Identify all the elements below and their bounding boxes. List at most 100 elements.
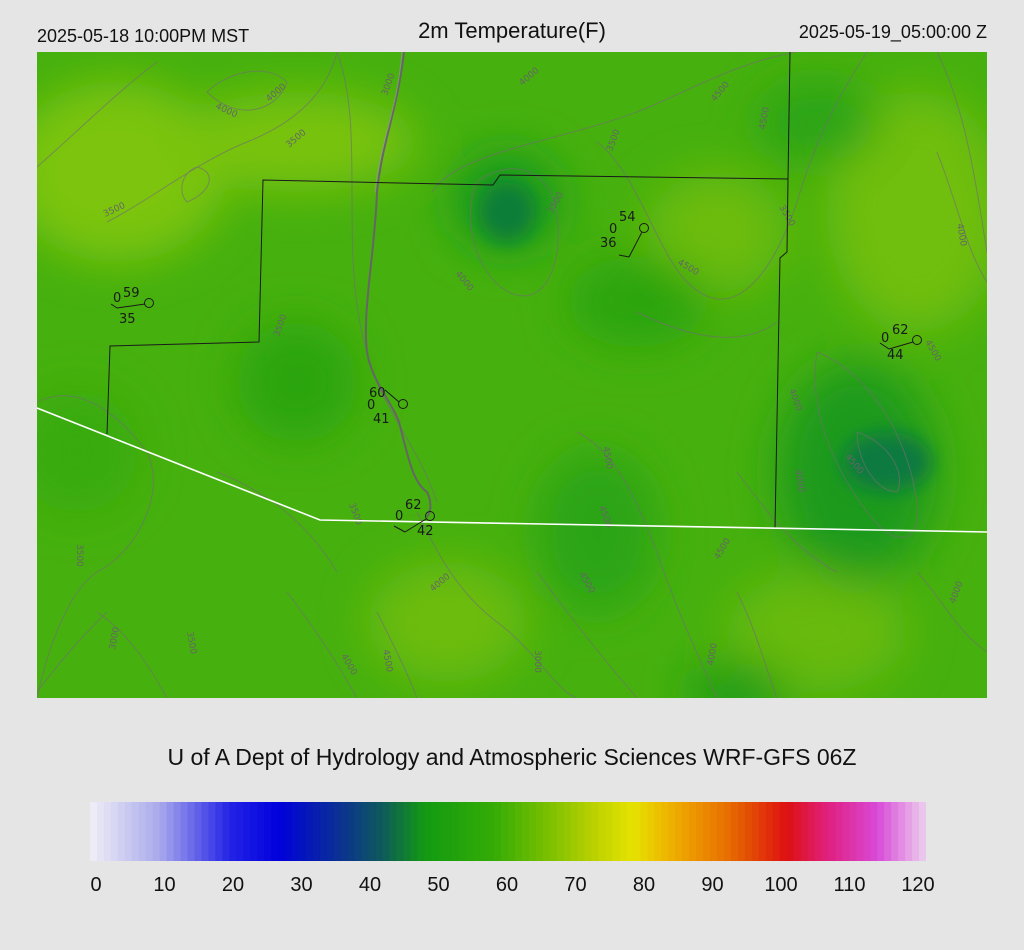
colorbar-swatch: [438, 802, 446, 861]
colorbar-tick-label: 80: [632, 874, 656, 896]
colorbar-swatch: [117, 802, 126, 861]
temperature-shading: [37, 82, 987, 698]
colorbar-swatch: [424, 802, 432, 861]
colorbar-tick-label: 0: [90, 874, 102, 896]
colorbar-swatch: [417, 802, 425, 861]
colorbar-swatch: [891, 802, 899, 861]
station-dewpoint: 44: [887, 348, 904, 363]
colorbar-swatch: [717, 802, 725, 861]
colorbar-swatch: [299, 802, 307, 861]
station-temp: 62: [405, 498, 422, 513]
colorbar-swatch: [194, 802, 203, 861]
colorbar-swatch: [668, 802, 676, 861]
colorbar-swatch: [180, 802, 189, 861]
border-line: [37, 407, 987, 533]
colorbar-swatch: [563, 802, 572, 861]
colorbar-swatch: [758, 802, 767, 861]
elevation-label: 4500: [758, 106, 772, 131]
station-plot: 60 0 41: [367, 386, 408, 427]
colorbar-swatch: [382, 802, 391, 861]
colorbar-swatch: [786, 802, 795, 861]
colorbar-swatch: [877, 802, 885, 861]
colorbar-swatch: [828, 802, 837, 861]
colorbar-swatch: [229, 802, 237, 861]
colorbar-swatch: [605, 802, 614, 861]
station-wind: 0: [367, 398, 375, 413]
colorbar-swatch: [145, 802, 154, 861]
colorbar-swatch: [842, 802, 850, 861]
colorbar-swatch: [431, 802, 439, 861]
colorbar-swatch: [591, 802, 600, 861]
colorbar-swatch: [640, 802, 648, 861]
colorbar-swatch: [765, 802, 774, 861]
colorbar-tick-label: 100: [764, 874, 798, 896]
colorbar-swatch: [375, 802, 384, 861]
elevation-label: 3500: [184, 631, 198, 656]
colorbar-swatch: [403, 802, 412, 861]
colorbar-swatch: [187, 802, 196, 861]
colorbar-swatch: [243, 802, 251, 861]
station-dewpoint: 42: [417, 524, 434, 539]
colorbar-swatch: [271, 802, 279, 861]
colorbar-swatch: [807, 802, 816, 861]
temperature-colorbar: [90, 802, 926, 861]
colorbar-swatch: [696, 802, 704, 861]
county-boundary-north: [787, 52, 791, 180]
colorbar-swatch: [215, 802, 223, 861]
station-dewpoint: 41: [373, 412, 390, 427]
colorbar-swatch: [208, 802, 216, 861]
colorbar-swatch: [410, 802, 419, 861]
colorbar-swatch: [124, 802, 133, 861]
colorbar-swatch: [821, 802, 830, 861]
colorbar-swatch: [542, 802, 551, 861]
station-temp: 59: [123, 286, 140, 301]
colorbar-swatch: [912, 802, 920, 861]
colorbar-tick-label: 10: [153, 874, 176, 896]
colorbar-swatch: [508, 802, 516, 861]
colorbar-swatch: [347, 802, 356, 861]
station-plot: 62 0 42: [393, 498, 435, 539]
colorbar-swatch: [159, 802, 168, 861]
elevation-label: 4000: [706, 642, 720, 667]
colorbar-swatch: [919, 802, 926, 861]
colorbar-swatch: [354, 802, 363, 861]
colorbar-swatch: [389, 802, 398, 861]
colorbar-swatch: [535, 802, 544, 861]
colorbar-swatch: [661, 802, 669, 861]
station-plots: 59 0 35 54 0 36 62 0 44: [110, 210, 922, 539]
highway: [364, 52, 432, 518]
colorbar-gradient: [90, 802, 926, 861]
station-wind: 0: [113, 291, 121, 306]
colorbar-swatch: [737, 802, 746, 861]
colorbar-swatch: [654, 802, 662, 861]
colorbar-swatch: [487, 802, 495, 861]
temperature-map: 4000 4000 3500 3000 4000 4500 3500 3500 …: [37, 52, 987, 698]
colorbar-swatch: [772, 802, 781, 861]
station-wind: 0: [395, 509, 403, 524]
colorbar-swatch: [312, 802, 321, 861]
elevation-label: 4000: [792, 469, 806, 494]
colorbar-swatch: [292, 802, 300, 861]
colorbar-tick-label: 60: [495, 874, 519, 896]
elevation-label: 4500: [600, 446, 614, 471]
valid-utc-time: 2025-05-19_05:00:00 Z: [798, 22, 987, 42]
colorbar-tick-label: 50: [427, 874, 450, 896]
colorbar-tick-label: 120: [901, 874, 935, 896]
colorbar-swatch: [250, 802, 258, 861]
colorbar-swatch: [138, 802, 147, 861]
station-wind: 0: [609, 222, 617, 237]
colorbar-swatch: [703, 802, 711, 861]
colorbar-swatch: [326, 802, 335, 861]
colorbar-swatch: [800, 802, 809, 861]
colorbar-tick-label: 110: [833, 874, 866, 896]
colorbar-swatch: [744, 802, 753, 861]
colorbar-swatch: [598, 802, 607, 861]
colorbar-swatch: [480, 802, 488, 861]
colorbar-swatch: [222, 802, 230, 861]
station-temp: 62: [892, 323, 909, 338]
colorbar-swatch: [90, 802, 98, 861]
colorbar-swatch: [779, 802, 788, 861]
colorbar-swatch: [305, 802, 314, 861]
colorbar-swatch: [452, 802, 460, 861]
colorbar-tick-label: 90: [701, 874, 724, 896]
